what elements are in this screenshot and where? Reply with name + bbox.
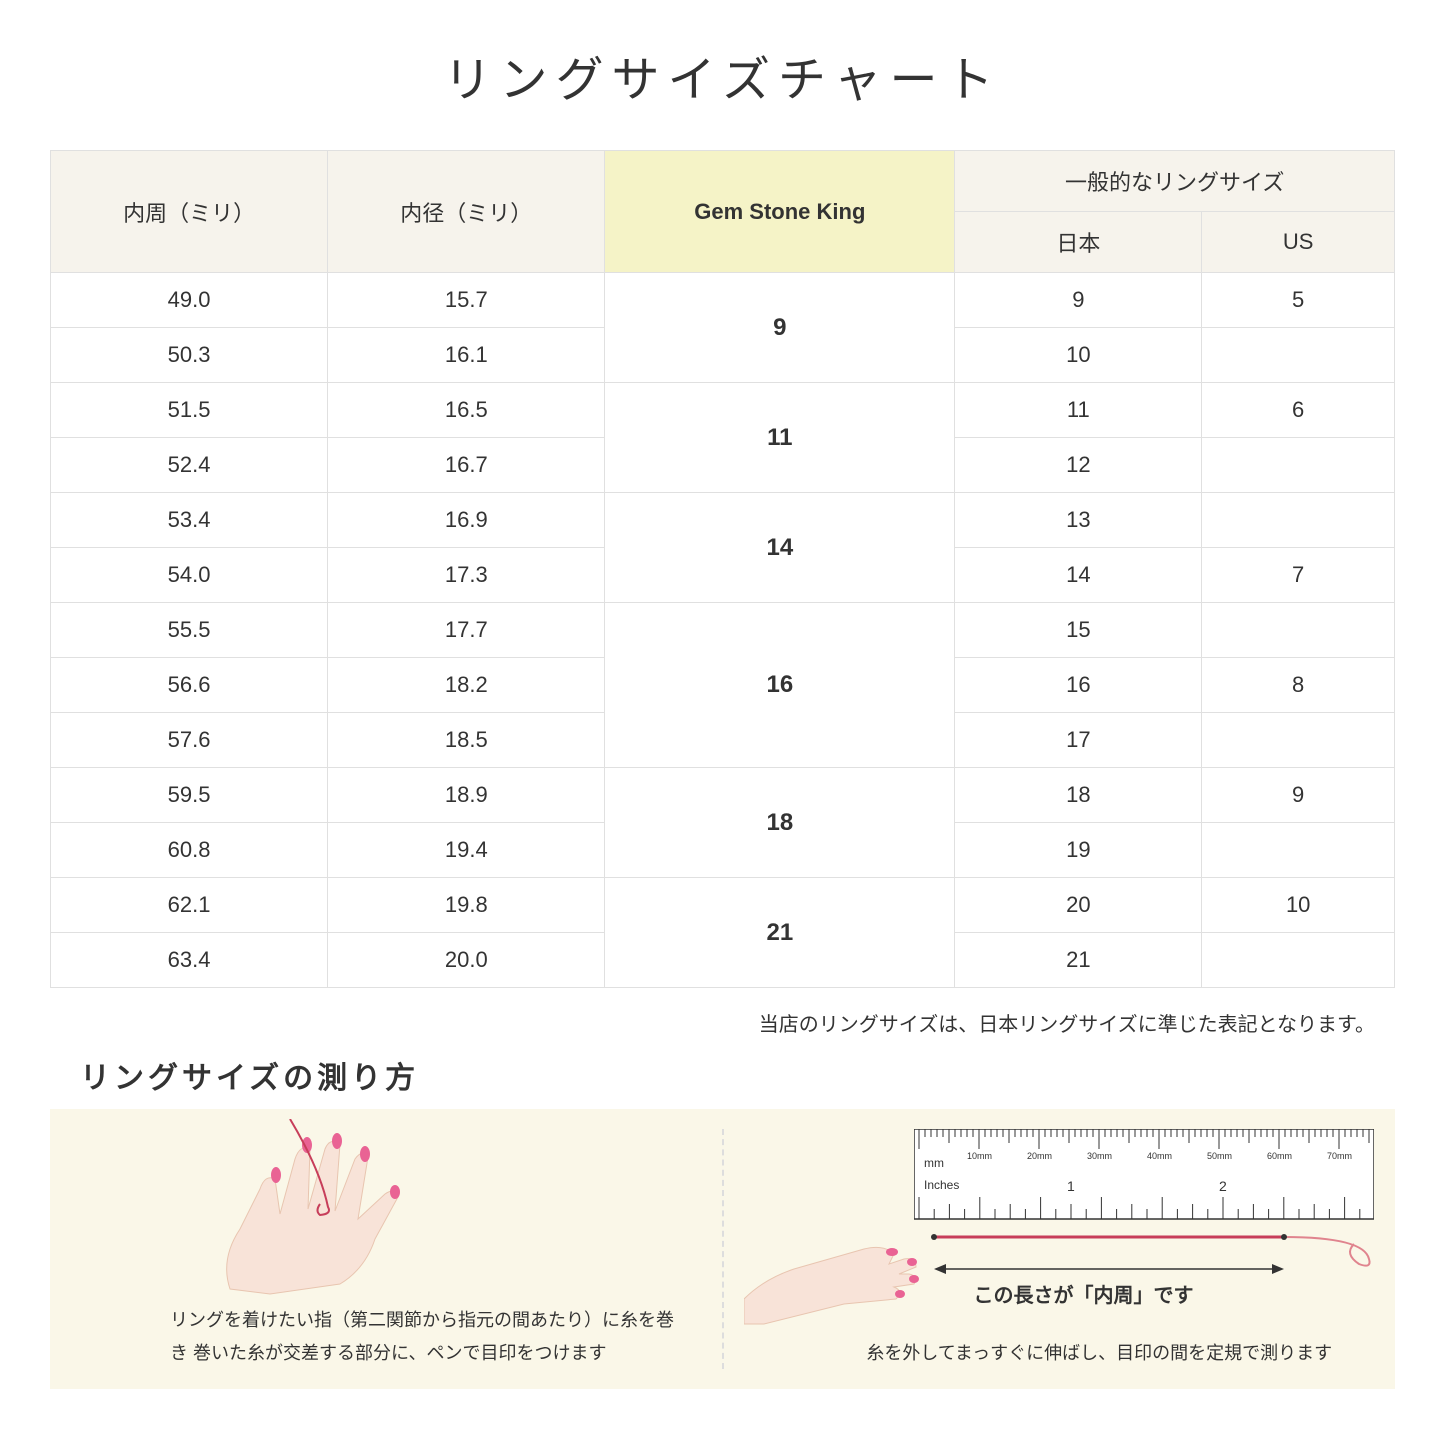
cell-circumference: 59.5 — [51, 768, 328, 823]
header-us: US — [1202, 212, 1395, 273]
cell-diameter: 19.8 — [328, 878, 605, 933]
cell-japan: 15 — [955, 603, 1202, 658]
header-general: 一般的なリングサイズ — [955, 151, 1395, 212]
table-row: 49.015.7995 — [51, 273, 1395, 328]
cell-circumference: 52.4 — [51, 438, 328, 493]
header-gsk: Gem Stone King — [605, 151, 955, 273]
cell-gsk: 14 — [605, 493, 955, 603]
table-row: 55.517.71615 — [51, 603, 1395, 658]
svg-text:70mm: 70mm — [1327, 1151, 1352, 1161]
cell-us: 9 — [1202, 768, 1395, 823]
measure-arrow-icon — [934, 1259, 1284, 1279]
svg-text:Inches: Inches — [924, 1178, 959, 1192]
cell-japan: 21 — [955, 933, 1202, 988]
cell-diameter: 15.7 — [328, 273, 605, 328]
svg-text:10mm: 10mm — [967, 1151, 992, 1161]
cell-japan: 16 — [955, 658, 1202, 713]
svg-text:60mm: 60mm — [1267, 1151, 1292, 1161]
cell-diameter: 16.5 — [328, 383, 605, 438]
cell-gsk: 18 — [605, 768, 955, 878]
howto-section: リングを着けたい指（第二関節から指元の間あたり）に糸を巻き 巻いた糸が交差する部… — [50, 1109, 1395, 1389]
cell-diameter: 17.7 — [328, 603, 605, 658]
svg-text:20mm: 20mm — [1027, 1151, 1052, 1161]
hand2-illustration-icon — [744, 1209, 924, 1329]
cell-gsk: 21 — [605, 878, 955, 988]
cell-japan: 20 — [955, 878, 1202, 933]
cell-circumference: 63.4 — [51, 933, 328, 988]
cell-circumference: 54.0 — [51, 548, 328, 603]
cell-us — [1202, 328, 1395, 383]
cell-circumference: 53.4 — [51, 493, 328, 548]
howto-title: リングサイズの測り方 — [80, 1053, 1395, 1097]
ruler-icon: mm Inches 10mm 20mm 30mm 40mm 50mm 60mm 70mm 1… — [914, 1129, 1374, 1269]
cell-japan: 11 — [955, 383, 1202, 438]
cell-diameter: 19.4 — [328, 823, 605, 878]
howto-text-2: 糸を外してまっすぐに伸ばし、目印の間を定規で測ります — [824, 1337, 1376, 1369]
svg-text:1: 1 — [1067, 1178, 1075, 1194]
table-row: 51.516.511116 — [51, 383, 1395, 438]
cell-diameter: 18.2 — [328, 658, 605, 713]
header-diameter: 内径（ミリ） — [328, 151, 605, 273]
cell-us: 8 — [1202, 658, 1395, 713]
cell-us: 5 — [1202, 273, 1395, 328]
cell-us — [1202, 933, 1395, 988]
cell-japan: 18 — [955, 768, 1202, 823]
cell-diameter: 16.7 — [328, 438, 605, 493]
cell-us: 6 — [1202, 383, 1395, 438]
header-japan: 日本 — [955, 212, 1202, 273]
cell-diameter: 20.0 — [328, 933, 605, 988]
howto-text-1: リングを着けたい指（第二関節から指元の間あたり）に糸を巻き 巻いた糸が交差する部… — [170, 1304, 692, 1369]
cell-diameter: 16.1 — [328, 328, 605, 383]
cell-us — [1202, 438, 1395, 493]
cell-diameter: 18.9 — [328, 768, 605, 823]
cell-japan: 12 — [955, 438, 1202, 493]
cell-japan: 13 — [955, 493, 1202, 548]
svg-text:2: 2 — [1219, 1178, 1227, 1194]
note-text: 当店のリングサイズは、日本リングサイズに準じた表記となります。 — [50, 1008, 1395, 1037]
size-chart-table: 内周（ミリ） 内径（ミリ） Gem Stone King 一般的なリングサイズ … — [50, 150, 1395, 988]
cell-diameter: 17.3 — [328, 548, 605, 603]
table-row: 59.518.918189 — [51, 768, 1395, 823]
cell-japan: 9 — [955, 273, 1202, 328]
header-circumference: 内周（ミリ） — [51, 151, 328, 273]
cell-us: 7 — [1202, 548, 1395, 603]
svg-text:30mm: 30mm — [1087, 1151, 1112, 1161]
cell-circumference: 56.6 — [51, 658, 328, 713]
cell-circumference: 55.5 — [51, 603, 328, 658]
svg-text:50mm: 50mm — [1207, 1151, 1232, 1161]
cell-circumference: 50.3 — [51, 328, 328, 383]
cell-us — [1202, 713, 1395, 768]
table-row: 62.119.8212010 — [51, 878, 1395, 933]
page-title: リングサイズチャート — [50, 40, 1395, 110]
cell-us: 10 — [1202, 878, 1395, 933]
hand-illustration-icon — [190, 1119, 450, 1299]
cell-japan: 17 — [955, 713, 1202, 768]
cell-us — [1202, 603, 1395, 658]
cell-circumference: 57.6 — [51, 713, 328, 768]
measure-label: この長さが「内周」です — [974, 1279, 1194, 1308]
svg-text:mm: mm — [924, 1156, 944, 1170]
howto-step-2: mm Inches 10mm 20mm 30mm 40mm 50mm 60mm 70mm 1… — [724, 1109, 1396, 1389]
cell-gsk: 9 — [605, 273, 955, 383]
cell-diameter: 18.5 — [328, 713, 605, 768]
cell-us — [1202, 823, 1395, 878]
cell-gsk: 16 — [605, 603, 955, 768]
cell-japan: 14 — [955, 548, 1202, 603]
cell-gsk: 11 — [605, 383, 955, 493]
cell-diameter: 16.9 — [328, 493, 605, 548]
cell-us — [1202, 493, 1395, 548]
howto-step-1: リングを着けたい指（第二関節から指元の間あたり）に糸を巻き 巻いた糸が交差する部… — [50, 1109, 722, 1389]
cell-japan: 10 — [955, 328, 1202, 383]
cell-circumference: 51.5 — [51, 383, 328, 438]
cell-japan: 19 — [955, 823, 1202, 878]
table-row: 53.416.91413 — [51, 493, 1395, 548]
svg-text:40mm: 40mm — [1147, 1151, 1172, 1161]
cell-circumference: 60.8 — [51, 823, 328, 878]
cell-circumference: 62.1 — [51, 878, 328, 933]
cell-circumference: 49.0 — [51, 273, 328, 328]
